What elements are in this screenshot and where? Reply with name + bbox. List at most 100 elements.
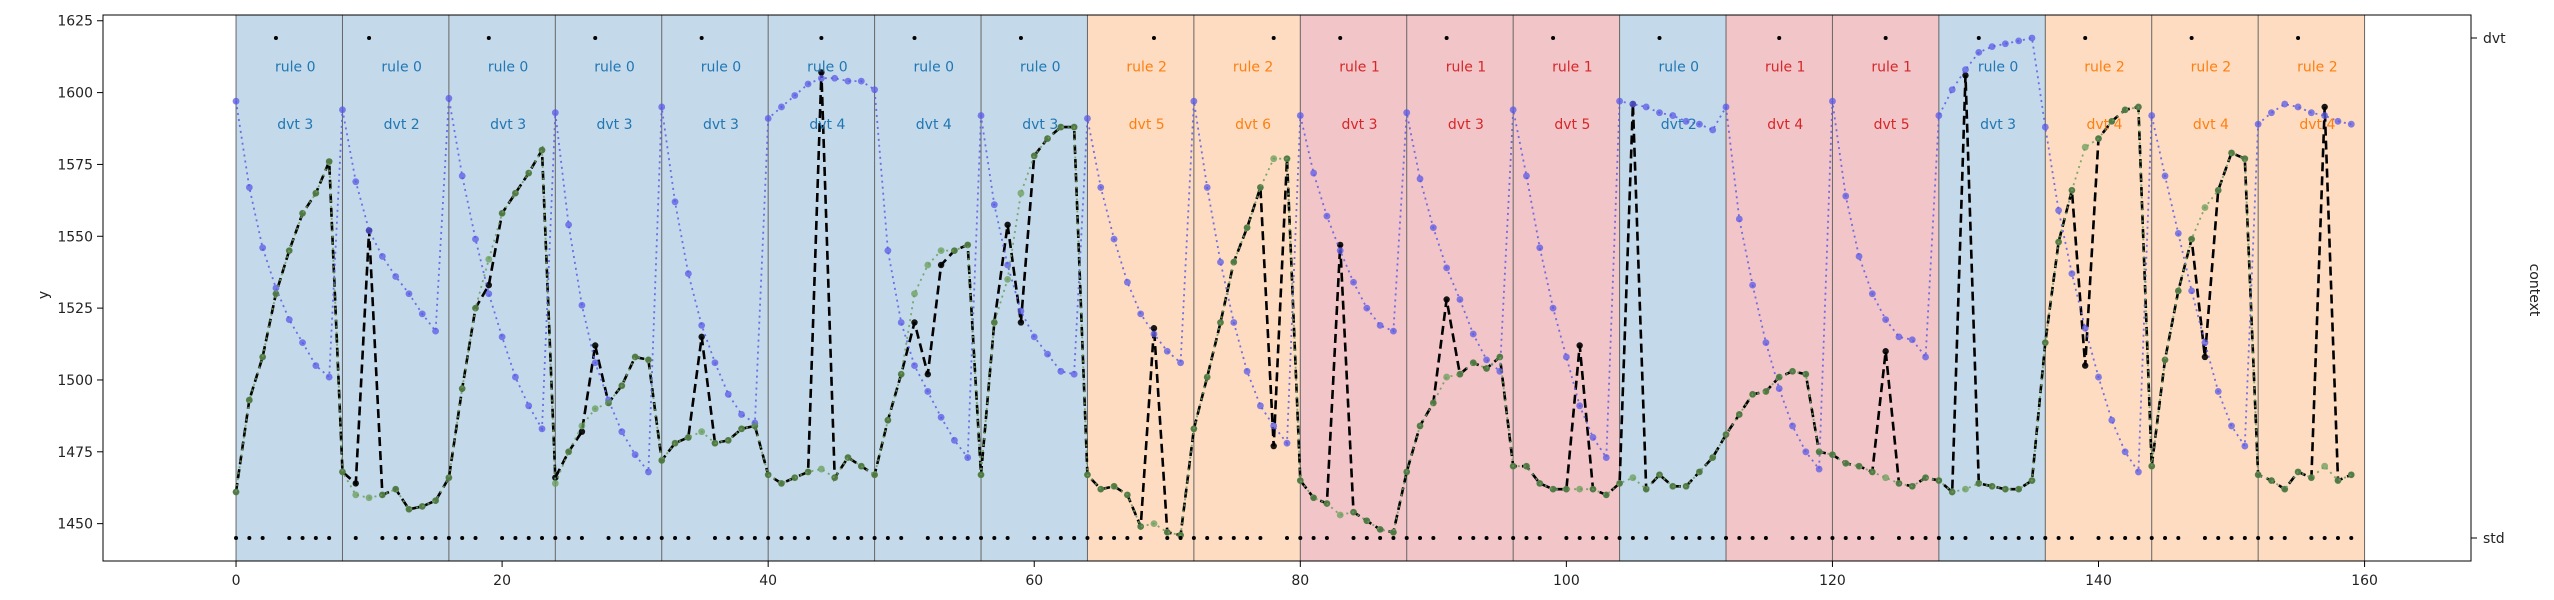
rule-band-2	[448, 15, 556, 561]
dvt-marker-1	[367, 35, 372, 40]
series-2-point-125	[1895, 480, 1903, 487]
series-1-point-127	[1922, 353, 1929, 361]
series-1-point-38	[738, 411, 745, 418]
series-2-point-25	[565, 448, 573, 456]
series-2-point-54	[951, 247, 958, 255]
series-1-point-7	[325, 373, 333, 381]
series-1-point-42	[791, 92, 799, 99]
std-marker-42	[885, 536, 890, 541]
series-2-point-97	[1523, 462, 1530, 470]
series-2-point-2	[259, 353, 267, 361]
series-1-point-8	[339, 106, 346, 114]
segment-dvt-label-11: dvt 3	[1448, 117, 1484, 133]
series-2-point-17	[458, 385, 466, 392]
y-axis-label: y	[36, 291, 52, 299]
series-1-point-111	[1709, 126, 1717, 134]
segment-rule-label-15: rule 1	[1871, 60, 1912, 76]
std-marker-97	[1724, 536, 1729, 541]
series-2-point-86	[1376, 525, 1384, 533]
series-1-point-99	[1549, 304, 1557, 312]
std-marker-92	[1644, 536, 1649, 541]
std-marker-131	[2242, 536, 2247, 541]
series-2-point-99	[1549, 485, 1557, 493]
std-marker-62	[1191, 536, 1196, 541]
std-marker-117	[2029, 536, 2034, 541]
std-marker-61	[1178, 536, 1183, 541]
series-2-point-12	[392, 485, 400, 493]
series-1-point-26	[578, 301, 586, 309]
series-2-point-103	[1602, 491, 1610, 499]
series-0-point-148	[2201, 353, 2209, 361]
series-2-point-156	[2307, 474, 2315, 482]
std-marker-3	[287, 536, 292, 541]
rule-band-8	[1087, 15, 1194, 561]
std-marker-10	[406, 536, 411, 541]
segment-dvt-label-15: dvt 5	[1874, 117, 1910, 133]
series-1-point-45	[831, 74, 839, 82]
std-marker-85	[1537, 536, 1542, 541]
std-marker-22	[579, 536, 584, 541]
series-2-point-128	[1935, 477, 1943, 484]
series-2-point-18	[472, 304, 479, 312]
std-marker-45	[939, 536, 944, 541]
series-1-point-57	[990, 201, 998, 209]
series-1-point-31	[645, 468, 652, 476]
std-marker-43	[899, 536, 904, 541]
series-1-point-128	[1935, 112, 1943, 119]
segment-rule-label-0: rule 0	[275, 60, 316, 76]
std-marker-89	[1604, 536, 1609, 541]
series-1-point-25	[565, 221, 573, 229]
series-1-point-132	[1988, 43, 1996, 51]
dvt-marker-15	[1883, 35, 1888, 40]
dvt-marker-14	[1777, 35, 1782, 40]
series-1-point-114	[1749, 281, 1757, 289]
series-2-point-79	[1283, 155, 1291, 163]
series-2-point-31	[645, 356, 652, 364]
series-0-point-69	[1150, 325, 1158, 332]
series-2-point-131	[1975, 480, 1983, 487]
std-marker-46	[952, 536, 957, 541]
series-2-point-117	[1789, 367, 1796, 375]
std-marker-74	[1378, 536, 1383, 541]
series-2-point-35	[698, 428, 706, 436]
dvt-marker-19	[2296, 35, 2301, 40]
series-2-point-152	[2254, 471, 2262, 479]
series-2-point-122	[1855, 462, 1863, 470]
series-2-point-6	[312, 189, 320, 197]
segment-dvt-label-7: dvt 3	[1022, 117, 1058, 133]
series-0-point-59	[1017, 319, 1025, 326]
series-2-point-89	[1416, 422, 1424, 430]
std-marker-135	[2309, 536, 2314, 541]
series-2-point-9	[352, 491, 360, 499]
dvt-marker-17	[2083, 35, 2088, 40]
series-1-point-21	[512, 373, 519, 381]
series-1-point-71	[1177, 359, 1184, 367]
series-1-point-113	[1735, 215, 1743, 223]
series-1-point-81	[1310, 169, 1318, 177]
rule-band-18	[2151, 15, 2259, 561]
series-2-point-68	[1137, 523, 1145, 530]
series-1-point-117	[1789, 422, 1796, 430]
series-2-point-26	[578, 422, 586, 430]
series-2-point-135	[2028, 477, 2036, 484]
segment-dvt-label-1: dvt 2	[384, 117, 420, 133]
series-0-point-91	[1443, 296, 1450, 303]
series-1-point-149	[2214, 388, 2222, 395]
series-2-point-118	[1802, 370, 1810, 378]
series-2-point-82	[1323, 500, 1331, 507]
series-1-point-107	[1656, 109, 1663, 117]
segment-dvt-label-6: dvt 4	[916, 117, 952, 133]
std-marker-25	[633, 536, 638, 541]
series-0-point-9	[352, 480, 359, 487]
dvt-marker-18	[2189, 35, 2194, 40]
series-2-point-47	[857, 462, 865, 470]
series-2-point-59	[1017, 189, 1025, 197]
std-marker-19	[540, 536, 545, 541]
series-1-point-17	[458, 172, 466, 180]
series-2-point-141	[2108, 117, 2116, 125]
series-1-point-79	[1283, 439, 1291, 447]
std-marker-4	[300, 536, 305, 541]
series-1-point-140	[2095, 373, 2102, 381]
segment-dvt-label-0: dvt 3	[277, 117, 313, 133]
dvt-marker-5	[819, 35, 824, 40]
